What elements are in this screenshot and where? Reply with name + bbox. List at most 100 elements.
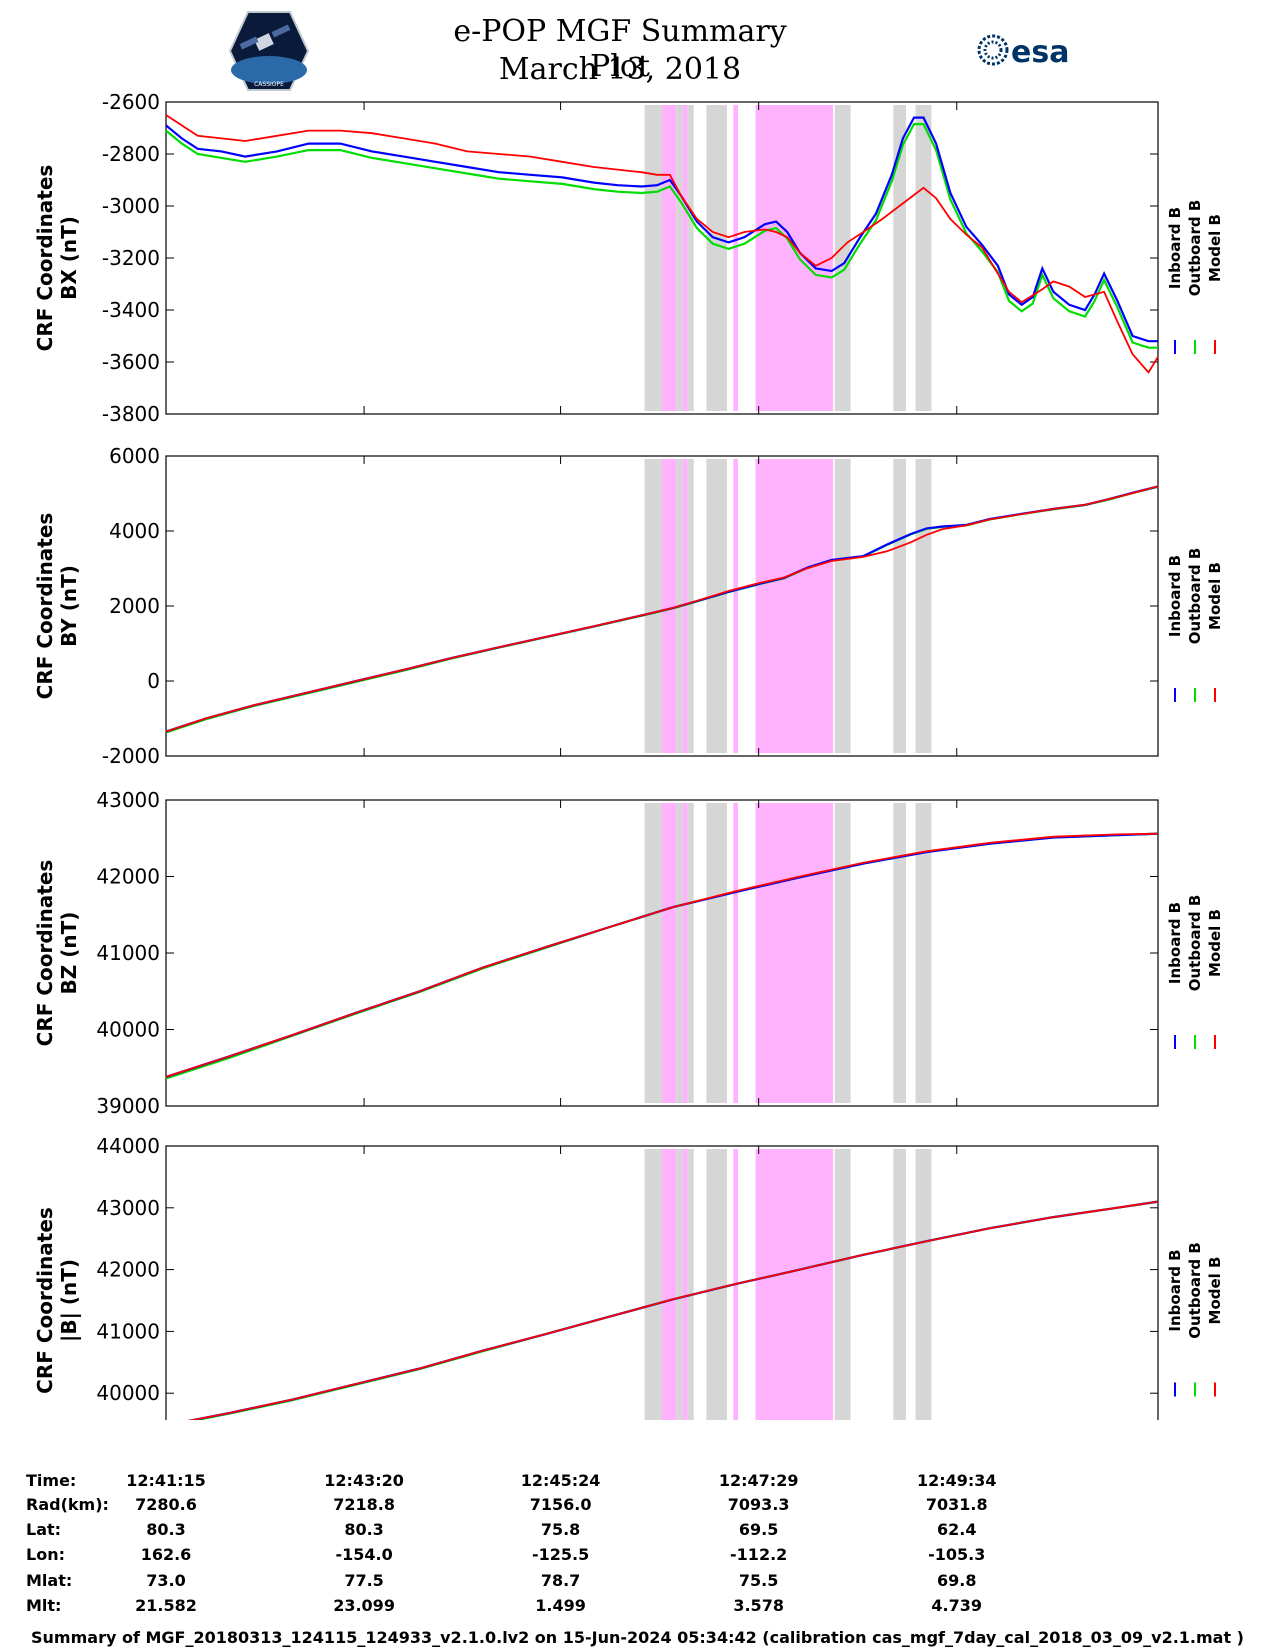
gray-band <box>687 105 694 411</box>
ephemeris-value: -105.3 <box>928 1545 986 1564</box>
legend-label: Outboard B <box>1186 1242 1204 1339</box>
legend-label: Outboard B <box>1186 200 1204 297</box>
series-line-model-b <box>165 832 1159 1078</box>
legend-label: Inboard B <box>1166 555 1184 637</box>
gray-band <box>706 105 727 411</box>
gray-band <box>893 1149 907 1420</box>
y-axis-label-units: BY (nT) <box>57 565 81 647</box>
magenta-band <box>662 1149 677 1420</box>
ephemeris-value: 4.739 <box>931 1596 983 1615</box>
y-axis-label-units: |B| (nT) <box>57 1259 81 1342</box>
ephemeris-value: 80.3 <box>146 1520 186 1539</box>
y-tick-label: 41000 <box>96 1319 160 1343</box>
magenta-band <box>682 803 688 1103</box>
gray-band <box>915 459 932 753</box>
ephemeris-value: 69.5 <box>738 1520 779 1539</box>
gray-band <box>915 1149 932 1420</box>
magenta-band <box>755 105 834 411</box>
cassiope-logo: CASSIOPE <box>228 11 310 91</box>
ephemeris-value: 73.0 <box>146 1571 186 1590</box>
y-tick-label: 2000 <box>109 594 160 618</box>
page-title: e-POP MGF Summary Plot <box>453 14 787 84</box>
y-tick-label: 41000 <box>96 941 160 965</box>
ephemeris-value: -112.2 <box>730 1545 788 1564</box>
magenta-band <box>682 1149 688 1420</box>
gray-band <box>834 105 851 411</box>
y-tick-label: -3600 <box>102 350 160 374</box>
magenta-band <box>682 105 688 411</box>
y-tick-label: -3000 <box>102 194 160 218</box>
y-axis-label: CRF Coordinates <box>33 860 57 1047</box>
page-date: March 13, 2018 <box>498 52 742 87</box>
gray-band <box>658 105 662 411</box>
series-line-model-b <box>165 485 1159 733</box>
gray-band <box>676 105 683 411</box>
y-tick-label: 40000 <box>96 1018 160 1042</box>
ephemeris-value: 12:41:15 <box>126 1471 206 1490</box>
gray-band <box>687 1149 694 1420</box>
y-tick-label: 43000 <box>96 1196 160 1220</box>
gray-band <box>706 1149 727 1420</box>
y-tick-label: 42000 <box>96 865 160 889</box>
legend-label: Outboard B <box>1186 895 1204 992</box>
legend-label: Model B <box>1206 562 1224 630</box>
ephemeris-value: 69.8 <box>936 1571 977 1590</box>
y-tick-label: -2000 <box>102 744 160 768</box>
legend-label: Outboard B <box>1186 548 1204 645</box>
gray-band <box>893 459 907 753</box>
gray-band <box>676 803 683 1103</box>
ephemeris-row-label: Rad(km): <box>26 1495 109 1514</box>
gray-band <box>834 459 851 753</box>
ephemeris-value: 62.4 <box>936 1520 977 1539</box>
ephemeris-row-label: Lat: <box>26 1520 62 1539</box>
gray-band <box>644 803 659 1103</box>
ephemeris-value: 7031.8 <box>925 1495 988 1514</box>
ephemeris-value: 80.3 <box>344 1520 384 1539</box>
y-axis-label-units: BZ (nT) <box>57 912 81 995</box>
footer-text: Summary of MGF_20180313_124115_124933_v2… <box>31 1628 1244 1647</box>
gray-band <box>676 1149 683 1420</box>
gray-band <box>658 803 662 1103</box>
gray-band <box>644 105 659 411</box>
y-tick-label: 6000 <box>109 444 160 468</box>
ephemeris-value: 78.7 <box>540 1571 581 1590</box>
y-axis-label: CRF Coordinates <box>33 1207 57 1394</box>
ephemeris-value: 7280.6 <box>135 1495 197 1514</box>
y-tick-label: 4000 <box>109 519 160 543</box>
ephemeris-value: 12:45:24 <box>520 1471 601 1490</box>
ephemeris-row-label: Time: <box>26 1471 77 1490</box>
magenta-band <box>733 803 739 1103</box>
mgf-summary-figure: -2600 -2800 -3000 -3200 -3400 -3600 -3800 CRF C… <box>33 90 1224 1420</box>
ephemeris-value: 12:47:29 <box>718 1471 799 1490</box>
legend-label: Inboard B <box>1166 207 1184 289</box>
panel-1: -2600 -2800 -3000 -3200 -3400 -3600 -3800 CRF C… <box>33 90 1224 426</box>
legend-label: Inboard B <box>1166 1249 1184 1331</box>
gray-band <box>706 459 727 753</box>
gray-band <box>893 105 907 411</box>
gray-band <box>687 803 694 1103</box>
cassiope-logo-text: CASSIOPE <box>254 81 284 88</box>
ephemeris-value: 3.578 <box>733 1596 784 1615</box>
ephemeris-value: 21.582 <box>135 1596 197 1615</box>
y-tick-label: 39000 <box>96 1094 160 1118</box>
y-tick-label: -2600 <box>102 90 160 114</box>
gray-band <box>644 459 659 753</box>
series-line-model-b <box>188 1200 1159 1420</box>
plot-frame <box>165 1145 1159 1420</box>
y-axis-label-units: BX (nT) <box>57 216 81 300</box>
esa-logo: esa <box>977 34 1069 70</box>
panel-2: 6000 4000 2000 0 -2000 CRF Coordinates BY (nT)… <box>33 444 1224 768</box>
magenta-band <box>662 803 677 1103</box>
y-tick-label: -3800 <box>102 402 160 426</box>
y-tick-label: 42000 <box>96 1258 160 1282</box>
esa-logo-text: esa <box>1011 35 1069 70</box>
ephemeris-value: 162.6 <box>140 1545 192 1564</box>
gray-band <box>893 803 907 1103</box>
ephemeris-value: -154.0 <box>335 1545 393 1564</box>
legend-label: Inboard B <box>1166 902 1184 984</box>
magenta-band <box>733 105 739 411</box>
ephemeris-value: 75.8 <box>540 1520 581 1539</box>
magenta-band <box>755 459 834 753</box>
y-tick-label: 40000 <box>96 1381 160 1405</box>
magenta-band <box>755 803 834 1103</box>
